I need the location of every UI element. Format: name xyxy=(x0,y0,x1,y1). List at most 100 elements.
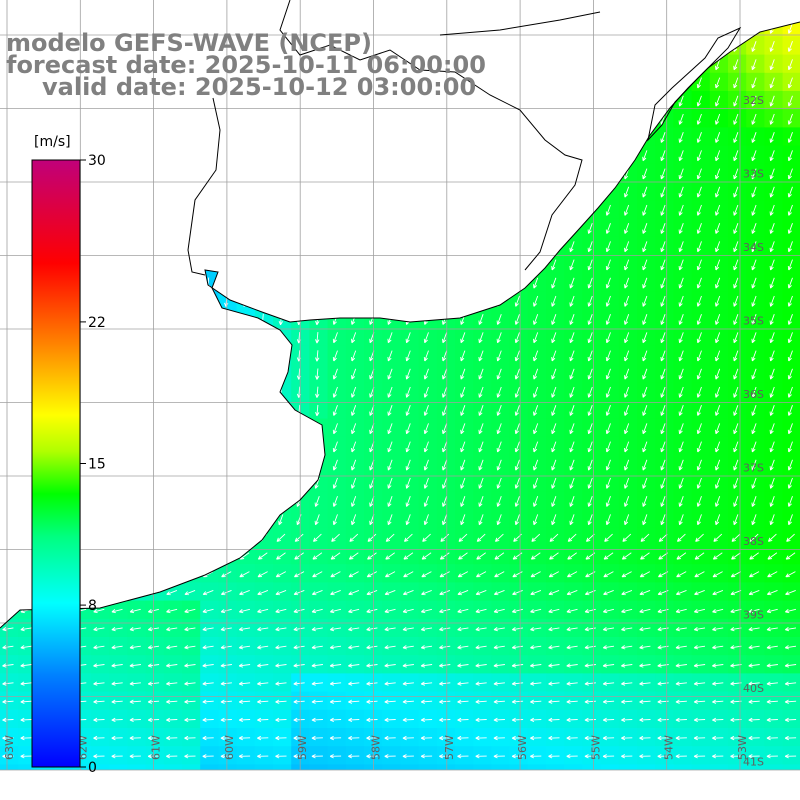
wind-speed-cell xyxy=(455,691,474,711)
wind-arrow xyxy=(624,514,630,526)
wind-arrow xyxy=(569,332,575,344)
wind-arrow xyxy=(605,295,611,307)
wind-speed-cell xyxy=(327,509,347,529)
wind-speed-cell xyxy=(473,746,492,765)
wind-arrow xyxy=(787,277,793,289)
wind-arrow xyxy=(566,754,578,759)
wind-arrow xyxy=(639,681,651,686)
wind-speed-cell xyxy=(254,709,274,729)
wind-arrow xyxy=(493,735,505,741)
wind-arrow xyxy=(184,699,196,704)
wind-speed-cell xyxy=(691,400,711,420)
wind-arrow xyxy=(676,552,687,560)
wind-arrow xyxy=(351,423,357,435)
wind-speed-cell xyxy=(746,364,765,383)
wind-arrow xyxy=(311,663,323,668)
wind-arrow xyxy=(640,552,650,560)
wind-arrow xyxy=(329,717,342,723)
wind-speed-cell xyxy=(418,345,438,365)
wind-speed-cell xyxy=(309,382,329,401)
wind-speed-cell xyxy=(564,345,583,365)
wind-speed-cell xyxy=(236,764,256,770)
wind-arrow xyxy=(348,699,360,704)
wind-arrow xyxy=(496,350,502,362)
wind-speed-cell xyxy=(309,327,329,347)
wind-arrow xyxy=(405,441,411,453)
colorbar-tick-label: 15 xyxy=(88,457,106,473)
wind-speed-cell xyxy=(637,746,656,765)
wind-arrow xyxy=(694,589,705,596)
wind-arrow xyxy=(715,295,721,307)
wind-arrow xyxy=(748,663,760,668)
wind-arrow xyxy=(639,699,651,704)
wind-arrow xyxy=(660,132,666,143)
wind-speed-cell xyxy=(527,364,547,383)
wind-arrow xyxy=(584,699,596,704)
wind-speed-cell xyxy=(327,327,347,347)
wind-speed-cell xyxy=(382,418,401,438)
wind-arrow xyxy=(457,589,469,596)
wind-speed-cell xyxy=(0,746,19,765)
wind-arrow xyxy=(457,571,469,578)
wind-speed-cell xyxy=(455,400,474,420)
wind-speed-cell xyxy=(691,273,711,292)
latitude-label: 36S xyxy=(743,388,764,401)
wind-arrow xyxy=(315,350,320,362)
wind-arrow xyxy=(514,332,520,344)
wind-arrow xyxy=(439,717,451,723)
wind-arrow xyxy=(660,386,666,398)
wind-arrow xyxy=(605,332,611,344)
wind-arrow xyxy=(787,223,793,234)
wind-arrow xyxy=(587,496,593,507)
wind-arrow xyxy=(569,241,575,253)
wind-arrow xyxy=(93,608,105,614)
wind-speed-cell xyxy=(582,418,602,438)
wind-arrow xyxy=(548,571,560,578)
wind-arrow xyxy=(220,681,232,686)
wind-speed-cell xyxy=(309,746,329,765)
wind-speed-cell xyxy=(473,509,492,529)
wind-arrow xyxy=(751,113,757,125)
wind-arrow xyxy=(642,514,648,526)
wind-speed-cell xyxy=(618,236,638,256)
wind-arrow xyxy=(129,627,141,632)
wind-arrow xyxy=(530,571,541,578)
wind-speed-cell xyxy=(327,764,347,770)
wind-arrow xyxy=(166,645,178,650)
wind-arrow xyxy=(275,699,287,704)
wind-arrow xyxy=(587,368,593,380)
wind-arrow xyxy=(311,589,323,596)
wind-arrow xyxy=(748,589,760,596)
wind-arrow xyxy=(566,735,578,741)
wind-arrow xyxy=(366,645,378,650)
wind-speed-cell xyxy=(400,527,420,547)
wind-arrow xyxy=(784,645,797,650)
wind-arrow xyxy=(694,552,705,560)
wind-arrow xyxy=(530,589,542,596)
wind-arrow xyxy=(551,514,557,526)
wind-arrow xyxy=(642,459,648,471)
wind-speed-cell xyxy=(709,127,729,147)
wind-speed-cell xyxy=(728,145,747,165)
wind-arrow xyxy=(202,663,214,668)
wind-arrow xyxy=(220,589,232,596)
wind-speed-cell xyxy=(236,691,256,711)
wind-arrow xyxy=(785,571,796,578)
wind-speed-cell xyxy=(637,309,656,329)
wind-arrow xyxy=(549,552,559,560)
wind-speed-cell xyxy=(436,527,456,547)
wind-arrow xyxy=(733,168,739,180)
wind-speed-cell xyxy=(618,746,638,765)
wind-arrow xyxy=(715,314,721,325)
wind-arrow xyxy=(749,533,759,542)
wind-arrow xyxy=(533,459,539,471)
wind-arrow xyxy=(642,405,648,416)
wind-arrow xyxy=(678,150,684,162)
wind-arrow xyxy=(476,552,486,560)
wind-arrow xyxy=(420,717,433,723)
wind-arrow xyxy=(551,350,557,362)
wind-arrow xyxy=(511,663,524,668)
wind-speed-cell xyxy=(709,746,729,765)
wind-arrow xyxy=(696,423,702,435)
wind-arrow xyxy=(605,386,611,398)
